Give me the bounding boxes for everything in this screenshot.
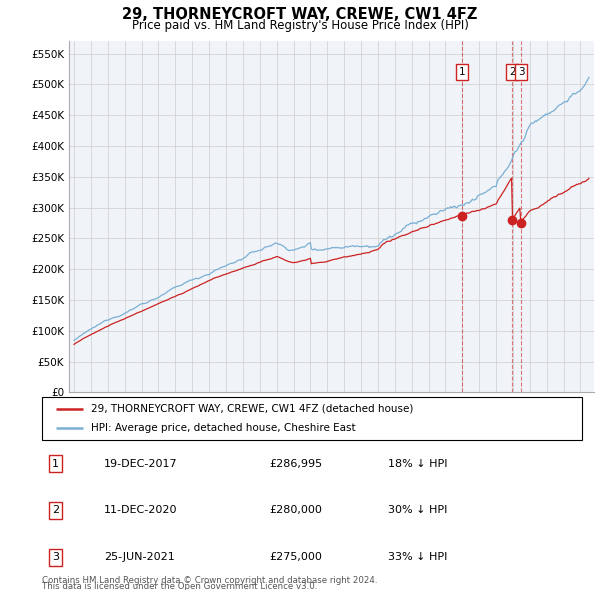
Text: £275,000: £275,000 [269, 552, 322, 562]
Text: 3: 3 [52, 552, 59, 562]
Text: Price paid vs. HM Land Registry's House Price Index (HPI): Price paid vs. HM Land Registry's House … [131, 19, 469, 32]
Text: £280,000: £280,000 [269, 506, 322, 516]
Text: 19-DEC-2017: 19-DEC-2017 [104, 459, 178, 468]
Text: 29, THORNEYCROFT WAY, CREWE, CW1 4FZ (detached house): 29, THORNEYCROFT WAY, CREWE, CW1 4FZ (de… [91, 404, 413, 414]
Text: £286,995: £286,995 [269, 459, 322, 468]
Text: 3: 3 [518, 67, 524, 77]
Text: 33% ↓ HPI: 33% ↓ HPI [388, 552, 447, 562]
Text: Contains HM Land Registry data © Crown copyright and database right 2024.: Contains HM Land Registry data © Crown c… [42, 576, 377, 585]
FancyBboxPatch shape [42, 397, 582, 440]
Text: 25-JUN-2021: 25-JUN-2021 [104, 552, 175, 562]
Text: HPI: Average price, detached house, Cheshire East: HPI: Average price, detached house, Ches… [91, 423, 355, 433]
Text: 11-DEC-2020: 11-DEC-2020 [104, 506, 178, 516]
Text: 2: 2 [509, 67, 515, 77]
Text: 30% ↓ HPI: 30% ↓ HPI [388, 506, 447, 516]
Text: 1: 1 [458, 67, 465, 77]
Text: This data is licensed under the Open Government Licence v3.0.: This data is licensed under the Open Gov… [42, 582, 317, 590]
Text: 1: 1 [52, 459, 59, 468]
Text: 18% ↓ HPI: 18% ↓ HPI [388, 459, 447, 468]
Text: 2: 2 [52, 506, 59, 516]
Text: 29, THORNEYCROFT WAY, CREWE, CW1 4FZ: 29, THORNEYCROFT WAY, CREWE, CW1 4FZ [122, 7, 478, 22]
